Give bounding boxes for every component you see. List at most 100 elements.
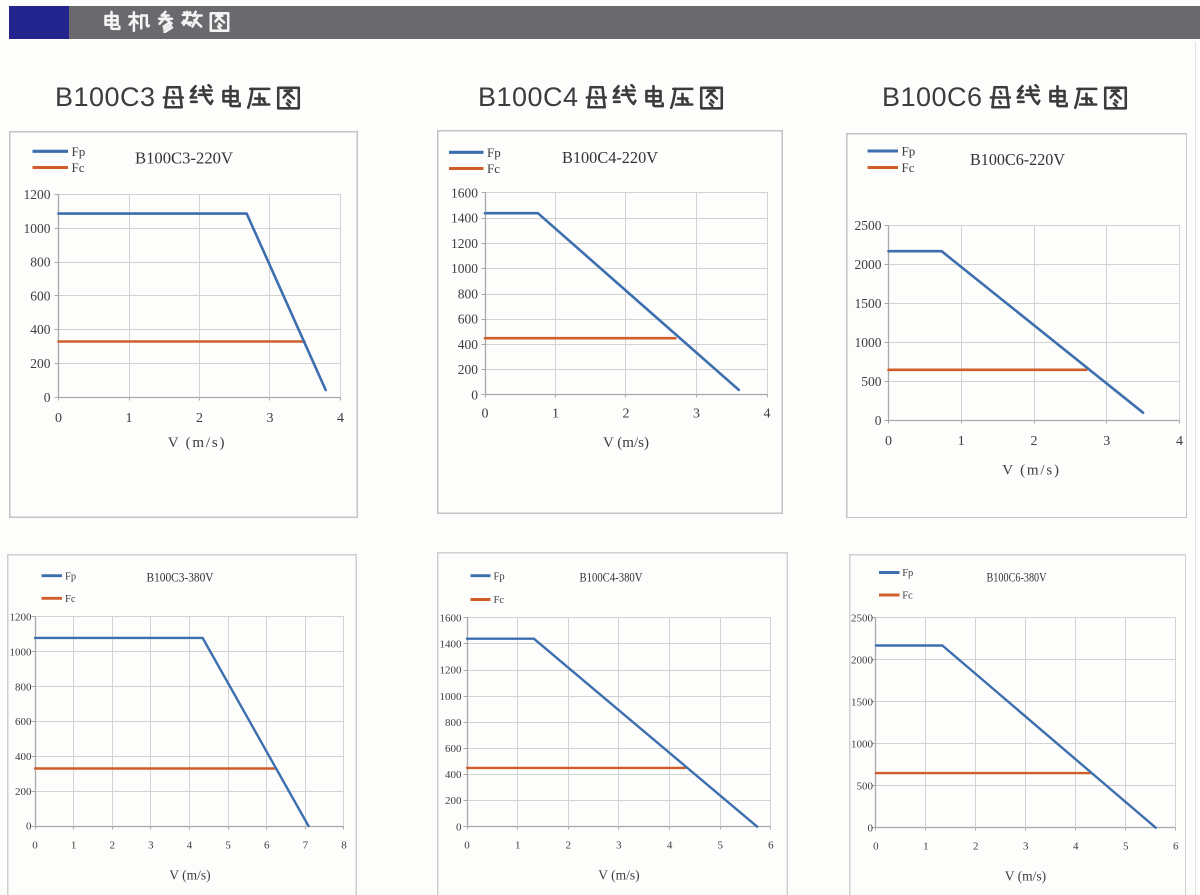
- svg-text:4: 4: [187, 840, 193, 852]
- svg-text:2000: 2000: [854, 257, 881, 272]
- svg-text:1000: 1000: [854, 335, 881, 350]
- svg-text:V (m/s): V (m/s): [1004, 869, 1045, 884]
- svg-text:4: 4: [337, 411, 344, 426]
- svg-text:600: 600: [30, 288, 51, 303]
- svg-text:4: 4: [764, 407, 771, 422]
- svg-text:2: 2: [1030, 434, 1037, 449]
- svg-text:400: 400: [445, 769, 462, 781]
- svg-text:2000: 2000: [851, 654, 874, 666]
- svg-text:2: 2: [566, 840, 572, 852]
- svg-text:400: 400: [15, 751, 32, 763]
- svg-text:1: 1: [957, 434, 964, 449]
- svg-text:1000: 1000: [851, 738, 874, 750]
- svg-text:4: 4: [667, 840, 673, 852]
- svg-text:2500: 2500: [854, 218, 881, 233]
- svg-text:0: 0: [867, 822, 873, 834]
- svg-text:B100C3-220V: B100C3-220V: [135, 149, 234, 168]
- svg-text:0: 0: [32, 840, 38, 852]
- svg-text:0: 0: [26, 821, 32, 833]
- svg-text:0: 0: [482, 407, 489, 422]
- svg-text:1500: 1500: [854, 296, 881, 311]
- svg-text:200: 200: [30, 356, 51, 371]
- svg-text:1: 1: [552, 407, 559, 422]
- svg-text:2: 2: [623, 407, 630, 422]
- svg-text:3: 3: [693, 407, 700, 422]
- svg-text:5: 5: [717, 840, 723, 852]
- svg-text:2: 2: [196, 411, 203, 426]
- svg-text:400: 400: [458, 337, 479, 352]
- svg-text:B100C3-380V: B100C3-380V: [147, 570, 215, 585]
- svg-text:Fc: Fc: [494, 595, 505, 606]
- svg-text:1600: 1600: [440, 612, 463, 624]
- svg-text:Fp: Fp: [487, 145, 501, 160]
- svg-text:5: 5: [225, 840, 231, 852]
- svg-text:800: 800: [445, 717, 462, 729]
- svg-text:B100C4-380V: B100C4-380V: [580, 570, 644, 585]
- svg-text:1200: 1200: [440, 665, 463, 677]
- svg-text:1200: 1200: [10, 612, 33, 624]
- svg-text:Fc: Fc: [902, 591, 913, 602]
- svg-text:V (m/s): V (m/s): [1002, 462, 1061, 478]
- svg-text:1000: 1000: [10, 647, 33, 659]
- svg-text:1200: 1200: [451, 236, 478, 251]
- svg-text:1000: 1000: [440, 691, 463, 703]
- svg-text:3: 3: [267, 411, 274, 426]
- svg-text:600: 600: [445, 743, 462, 755]
- svg-text:7: 7: [303, 840, 309, 852]
- svg-text:400: 400: [30, 322, 51, 337]
- svg-text:0: 0: [55, 411, 62, 426]
- svg-text:0: 0: [885, 434, 892, 449]
- svg-text:800: 800: [15, 681, 32, 693]
- svg-text:Fp: Fp: [902, 568, 913, 579]
- svg-text:6: 6: [1172, 841, 1178, 853]
- svg-text:1000: 1000: [451, 261, 478, 276]
- svg-text:2: 2: [109, 840, 115, 852]
- svg-text:Fp: Fp: [65, 571, 76, 582]
- svg-text:5: 5: [1122, 841, 1128, 853]
- svg-text:Fc: Fc: [487, 161, 500, 176]
- svg-text:Fc: Fc: [72, 160, 85, 175]
- svg-text:0: 0: [464, 840, 470, 852]
- svg-text:1200: 1200: [24, 187, 51, 202]
- svg-text:B100C6-220V: B100C6-220V: [970, 149, 1066, 168]
- svg-text:Fp: Fp: [901, 143, 915, 158]
- svg-text:8: 8: [341, 840, 347, 852]
- svg-text:1500: 1500: [851, 696, 874, 708]
- svg-text:800: 800: [458, 287, 479, 302]
- svg-text:1400: 1400: [440, 639, 463, 651]
- svg-text:200: 200: [458, 362, 479, 377]
- svg-text:1: 1: [126, 411, 133, 426]
- svg-text:600: 600: [15, 716, 32, 728]
- svg-text:V (m/s): V (m/s): [169, 868, 210, 883]
- svg-text:Fc: Fc: [901, 160, 914, 175]
- svg-text:Fc: Fc: [65, 594, 76, 605]
- svg-text:6: 6: [768, 840, 774, 852]
- svg-text:0: 0: [456, 821, 462, 833]
- svg-text:500: 500: [856, 780, 873, 792]
- svg-text:3: 3: [1103, 434, 1110, 449]
- svg-text:1400: 1400: [451, 211, 478, 226]
- svg-text:V (m/s): V (m/s): [168, 435, 227, 451]
- svg-text:1000: 1000: [24, 221, 51, 236]
- svg-text:3: 3: [148, 840, 154, 852]
- svg-text:B100C4-220V: B100C4-220V: [562, 148, 659, 167]
- svg-text:B100C6-380V: B100C6-380V: [986, 570, 1046, 585]
- svg-text:0: 0: [873, 841, 879, 853]
- svg-text:1: 1: [515, 840, 521, 852]
- svg-text:0: 0: [874, 413, 881, 428]
- svg-text:1: 1: [71, 840, 77, 852]
- svg-text:200: 200: [15, 786, 32, 798]
- svg-text:3: 3: [1023, 841, 1029, 853]
- svg-text:4: 4: [1176, 434, 1183, 449]
- svg-text:2: 2: [973, 841, 979, 853]
- svg-text:Fp: Fp: [494, 571, 505, 582]
- svg-text:1600: 1600: [451, 186, 478, 201]
- svg-text:2500: 2500: [851, 612, 874, 624]
- svg-text:6: 6: [264, 840, 270, 852]
- svg-text:600: 600: [458, 312, 479, 327]
- svg-text:4: 4: [1073, 841, 1079, 853]
- svg-text:800: 800: [30, 255, 51, 270]
- svg-text:500: 500: [861, 374, 882, 389]
- svg-text:0: 0: [471, 388, 478, 403]
- svg-text:Fp: Fp: [72, 144, 86, 159]
